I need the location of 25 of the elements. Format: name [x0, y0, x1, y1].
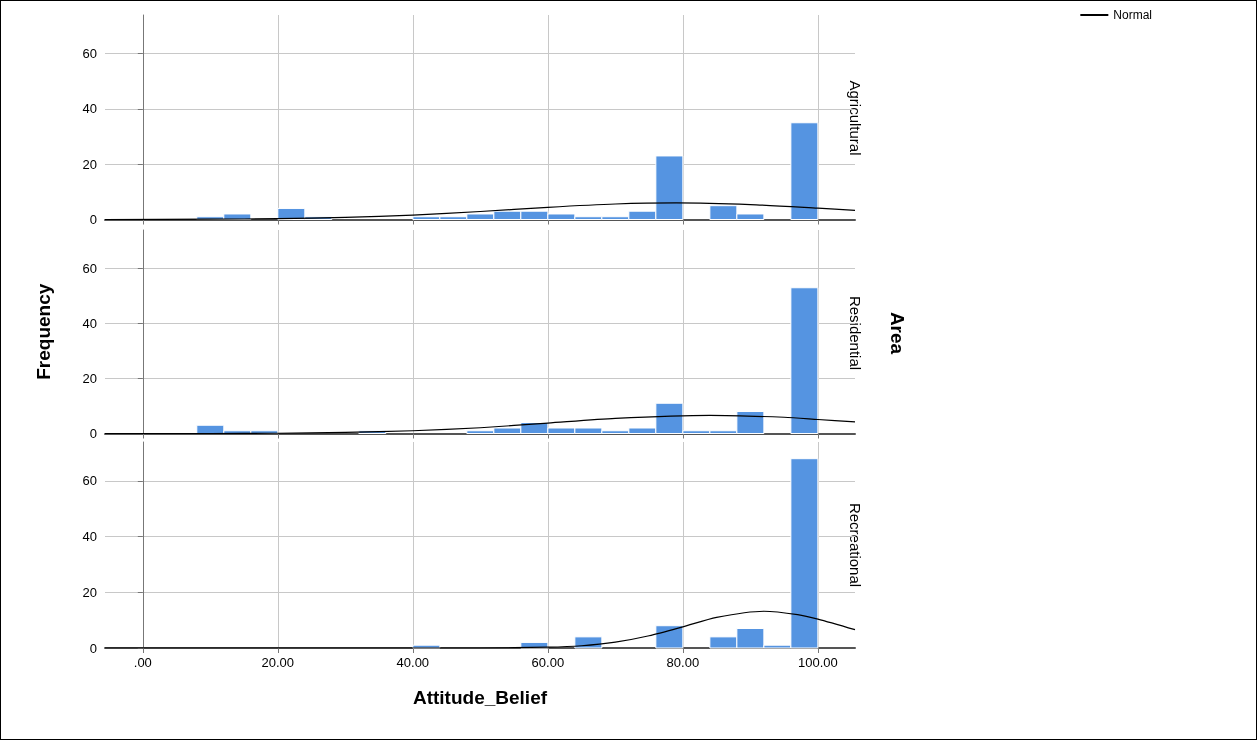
x-tick-label: .00: [133, 655, 152, 670]
y-tick-label: 60: [82, 46, 97, 62]
y-tick-label: 40: [82, 101, 97, 117]
y-tick-label: 40: [82, 529, 97, 545]
y-tick-label: 60: [82, 261, 97, 276]
x-tick-label: 80.00: [666, 655, 700, 670]
y-tick-label: 0: [89, 640, 97, 656]
y-tick-label: 20: [82, 156, 97, 172]
y-tick-label: 0: [89, 426, 97, 441]
text: Residential: [847, 295, 864, 371]
x-tick-label: 100.00: [797, 655, 838, 670]
y-tick-label: 40: [82, 316, 97, 331]
x-axis-title: Attitude_Belief: [412, 687, 548, 708]
y2-axis-title: Area: [887, 311, 908, 355]
x-tick-label: 60.00: [531, 655, 565, 670]
x-tick-label: 20.00: [261, 655, 295, 670]
legend-label: Normal: [1113, 8, 1152, 22]
x-tick-label: 40.00: [396, 655, 430, 670]
y-tick-label: 20: [82, 584, 97, 600]
text: Agricultural: [847, 80, 864, 156]
text: Recreational: [847, 502, 864, 588]
y-tick-label: 60: [82, 473, 97, 489]
y-axis-title: Frequency: [33, 283, 54, 380]
y-tick-label: 20: [82, 371, 97, 386]
y-tick-label: 0: [89, 212, 97, 227]
